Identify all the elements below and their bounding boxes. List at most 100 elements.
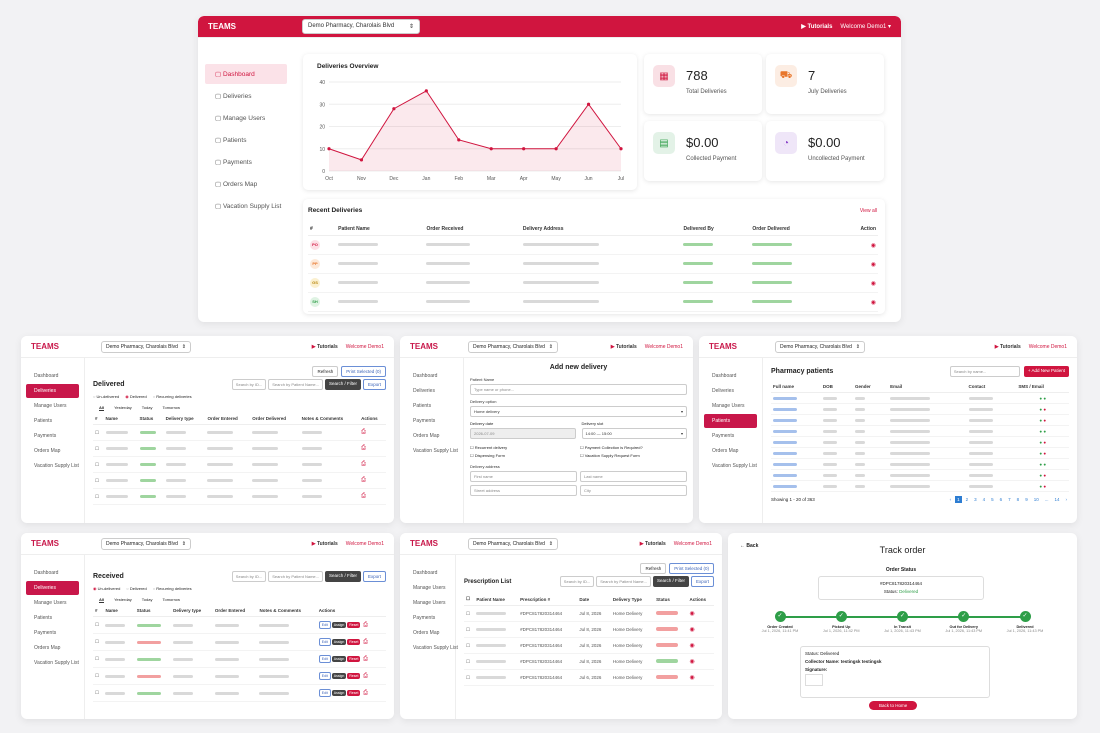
sms-toggle-icon[interactable]: ● xyxy=(1039,428,1043,434)
table-row[interactable]: ● ● xyxy=(771,458,1069,470)
eye-icon[interactable]: ◉ xyxy=(689,627,695,633)
row-checkbox[interactable]: ☐ xyxy=(93,488,104,505)
email-toggle-icon[interactable]: ● xyxy=(1042,472,1047,478)
print-icon[interactable]: ⎙ xyxy=(361,673,368,679)
back-home-button[interactable]: Back to Home xyxy=(869,701,918,710)
table-row[interactable]: ● ● xyxy=(771,425,1069,437)
checkbox-option[interactable]: ☐ Vacation Supply Request Form xyxy=(580,453,687,458)
sidebar-item[interactable]: ▢ Deliveries xyxy=(205,86,287,106)
table-row[interactable]: ☐ #DPC817820314464 Jul 8, 2026 Home Deliver… xyxy=(464,605,714,622)
page-button[interactable]: 4 xyxy=(982,497,986,502)
table-row[interactable]: ☐ ⎙ xyxy=(93,488,386,505)
sidebar-item[interactable]: Vacation Supply List xyxy=(34,660,79,666)
table-row[interactable]: ☐ Edit Assign Reset ⎙ xyxy=(93,616,386,634)
email-toggle-icon[interactable]: ● xyxy=(1042,439,1047,445)
row-checkbox[interactable]: ☐ xyxy=(93,616,104,634)
tab[interactable]: All xyxy=(99,405,105,411)
search-filter-button[interactable]: Search / Filter xyxy=(324,571,361,582)
add-patient-button[interactable]: + Add New Patient xyxy=(1023,366,1069,377)
sidebar-item[interactable]: Vacation Supply List xyxy=(413,645,458,651)
tab[interactable]: Today xyxy=(141,597,153,602)
sidebar-item[interactable]: Payments xyxy=(413,418,436,424)
street-input[interactable]: Street address xyxy=(470,485,577,496)
eye-icon[interactable]: ◉ xyxy=(870,280,876,287)
sidebar-item[interactable]: Vacation Supply List xyxy=(712,463,757,469)
tab[interactable]: Tomorrow xyxy=(162,405,181,410)
page-button[interactable]: 10 xyxy=(1033,497,1039,502)
sidebar-item[interactable]: Manage Users xyxy=(413,585,446,591)
sidebar-item[interactable]: Orders Map xyxy=(34,448,61,454)
sidebar-item[interactable]: ▢ Manage Users xyxy=(205,108,287,128)
welcome-menu[interactable]: Welcome Demo1 ▾ xyxy=(840,24,891,30)
table-row[interactable]: ● ● xyxy=(771,469,1069,481)
page-button[interactable]: 9 xyxy=(1025,497,1028,502)
page-button[interactable]: › xyxy=(1065,497,1068,502)
print-icon[interactable]: ⎙ xyxy=(361,445,366,451)
welcome-menu[interactable]: Welcome Demo1 xyxy=(644,343,683,350)
eye-icon[interactable]: ◉ xyxy=(870,299,876,306)
sidebar-item[interactable]: Payments xyxy=(34,630,57,636)
radio-option[interactable]: ○ Recurring deliveries xyxy=(152,586,192,591)
export-button[interactable]: Export xyxy=(690,576,714,587)
row-checkbox[interactable]: ☐ xyxy=(93,424,104,441)
sidebar-item[interactable]: Orders Map xyxy=(413,433,440,439)
refresh-button[interactable]: Refresh xyxy=(312,366,339,377)
page-button[interactable]: ... xyxy=(1044,497,1049,502)
search-id-input[interactable]: Search by ID... xyxy=(231,379,267,390)
search-filter-button[interactable]: Search / Filter xyxy=(652,576,689,587)
email-toggle-icon[interactable]: ● xyxy=(1042,450,1047,456)
sidebar-item[interactable]: Deliveries xyxy=(712,388,734,394)
row-checkbox[interactable]: ☐ xyxy=(93,472,104,489)
patient-input[interactable]: Type name or phone... xyxy=(470,384,687,395)
table-row[interactable]: SH ◉ xyxy=(308,292,878,312)
search-id-input[interactable]: Search by ID... xyxy=(231,571,267,582)
sidebar-item[interactable]: Patients xyxy=(34,418,53,424)
sidebar-item[interactable]: Manage Users xyxy=(34,403,67,409)
sidebar-item[interactable]: Payments xyxy=(712,433,735,439)
print-button[interactable]: Print Selected (0) xyxy=(341,366,386,377)
table-row[interactable]: ☐ Edit Assign Reset ⎙ xyxy=(93,667,386,685)
tutorials-link[interactable]: Tutorials xyxy=(801,23,833,30)
search-name-input[interactable]: Search by Patient Name... xyxy=(268,571,323,582)
row-checkbox[interactable]: ☐ xyxy=(93,633,104,651)
email-toggle-icon[interactable]: ● xyxy=(1042,417,1047,423)
reset-button[interactable]: Reset xyxy=(347,656,361,662)
sidebar-item[interactable]: Deliveries xyxy=(26,384,79,398)
sidebar-item[interactable]: Payments xyxy=(34,433,57,439)
table-row[interactable]: ● ● xyxy=(771,480,1069,492)
tutorials-link[interactable]: Tutorials xyxy=(611,344,637,350)
sms-toggle-icon[interactable]: ● xyxy=(1039,439,1043,445)
assign-button[interactable]: Assign xyxy=(331,656,347,662)
email-toggle-icon[interactable]: ● xyxy=(1042,428,1047,434)
sidebar-item[interactable]: Payments xyxy=(413,615,436,621)
sidebar-item[interactable]: Orders Map xyxy=(712,448,739,454)
city-input[interactable]: City xyxy=(580,485,687,496)
print-button[interactable]: Print Selected (0) xyxy=(669,563,714,574)
page-button[interactable]: 7 xyxy=(1008,497,1011,502)
assign-button[interactable]: Assign xyxy=(331,673,347,679)
eye-icon[interactable]: ◉ xyxy=(689,675,695,681)
pharmacy-select[interactable]: Demo Pharmacy, Charolais Blvd ⇕ xyxy=(101,340,191,353)
assign-button[interactable]: Assign xyxy=(331,622,347,628)
table-row[interactable]: ● ● xyxy=(771,403,1069,415)
sidebar-item[interactable]: Patients xyxy=(704,414,757,428)
assign-button[interactable]: Assign xyxy=(331,690,347,696)
sidebar-item[interactable]: Vacation Supply List xyxy=(413,448,458,454)
radio-option[interactable]: ◉ Un-delivered xyxy=(93,586,121,591)
email-toggle-icon[interactable]: ● xyxy=(1042,406,1047,412)
page-button[interactable]: 5 xyxy=(991,497,994,502)
sidebar-item[interactable]: Manage Users xyxy=(712,403,745,409)
search-id-input[interactable]: Search by ID... xyxy=(559,576,595,587)
sidebar-item[interactable]: Orders Map xyxy=(34,645,61,651)
page-button[interactable]: ‹ xyxy=(949,497,952,502)
sidebar-item[interactable]: Dashboard xyxy=(413,570,438,576)
radio-option[interactable]: ◉ Delivered xyxy=(125,394,147,399)
last-name-input[interactable]: Last name xyxy=(580,471,687,482)
print-icon[interactable]: ⎙ xyxy=(361,656,368,662)
edit-button[interactable]: Edit xyxy=(318,689,331,697)
sidebar-item[interactable]: ▢ Payments xyxy=(205,152,287,172)
row-checkbox[interactable]: ☐ xyxy=(464,669,475,686)
sms-toggle-icon[interactable]: ● xyxy=(1039,472,1043,478)
sidebar-item[interactable]: Vacation Supply List xyxy=(34,463,79,469)
tab[interactable]: Today xyxy=(141,405,153,410)
